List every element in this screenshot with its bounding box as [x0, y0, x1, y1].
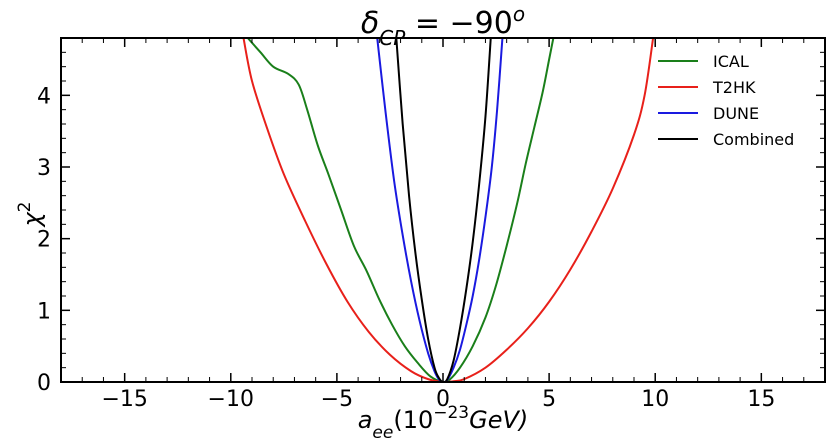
xlabel-sup: −23: [433, 403, 469, 423]
xlabel-unit: GeV): [469, 406, 528, 434]
y-axis-label: χ2: [15, 201, 46, 228]
y-tick-label: 1: [37, 299, 51, 324]
title-main: δ: [361, 6, 379, 41]
series-line-combined: [395, 38, 492, 382]
legend-label-t2hk: T2HK: [712, 78, 756, 97]
y-tick-label: 4: [37, 84, 51, 109]
x-axis-label: aee(10−23GeV): [358, 403, 529, 442]
legend-label-dune: DUNE: [713, 104, 759, 123]
x-tick-label: 15: [747, 387, 775, 412]
series-layer: [242, 38, 655, 382]
y-tick-label: 3: [37, 156, 51, 181]
ylabel-sup: 2: [15, 201, 35, 212]
title-sup: o: [513, 2, 525, 26]
x-tick-label: 5: [542, 387, 556, 412]
ylabel-main: χ: [18, 212, 46, 229]
xlabel-paren: (10: [393, 406, 433, 434]
legend: ICAL T2HK DUNE Combined: [658, 52, 794, 149]
x-tick-label: 0: [436, 387, 450, 412]
tick-layer: −15 −10 −5 0 5 10 15 0 1 2 3 4: [37, 38, 826, 412]
legend-label-combined: Combined: [713, 130, 794, 149]
series-line-t2hk: [242, 38, 655, 382]
series-line-ical: [247, 38, 555, 382]
y-tick-label: 0: [37, 371, 51, 396]
x-tick-label: −15: [101, 387, 147, 412]
x-tick-label: −5: [321, 387, 353, 412]
plot-frame: [60, 37, 826, 383]
legend-label-ical: ICAL: [713, 52, 749, 71]
xlabel-sub: ee: [372, 423, 393, 442]
xlabel-main: a: [358, 406, 373, 434]
x-tick-label: −10: [208, 387, 254, 412]
x-tick-label: 10: [641, 387, 669, 412]
y-tick-label: 2: [37, 228, 51, 253]
title-eq: = −90: [405, 6, 513, 41]
